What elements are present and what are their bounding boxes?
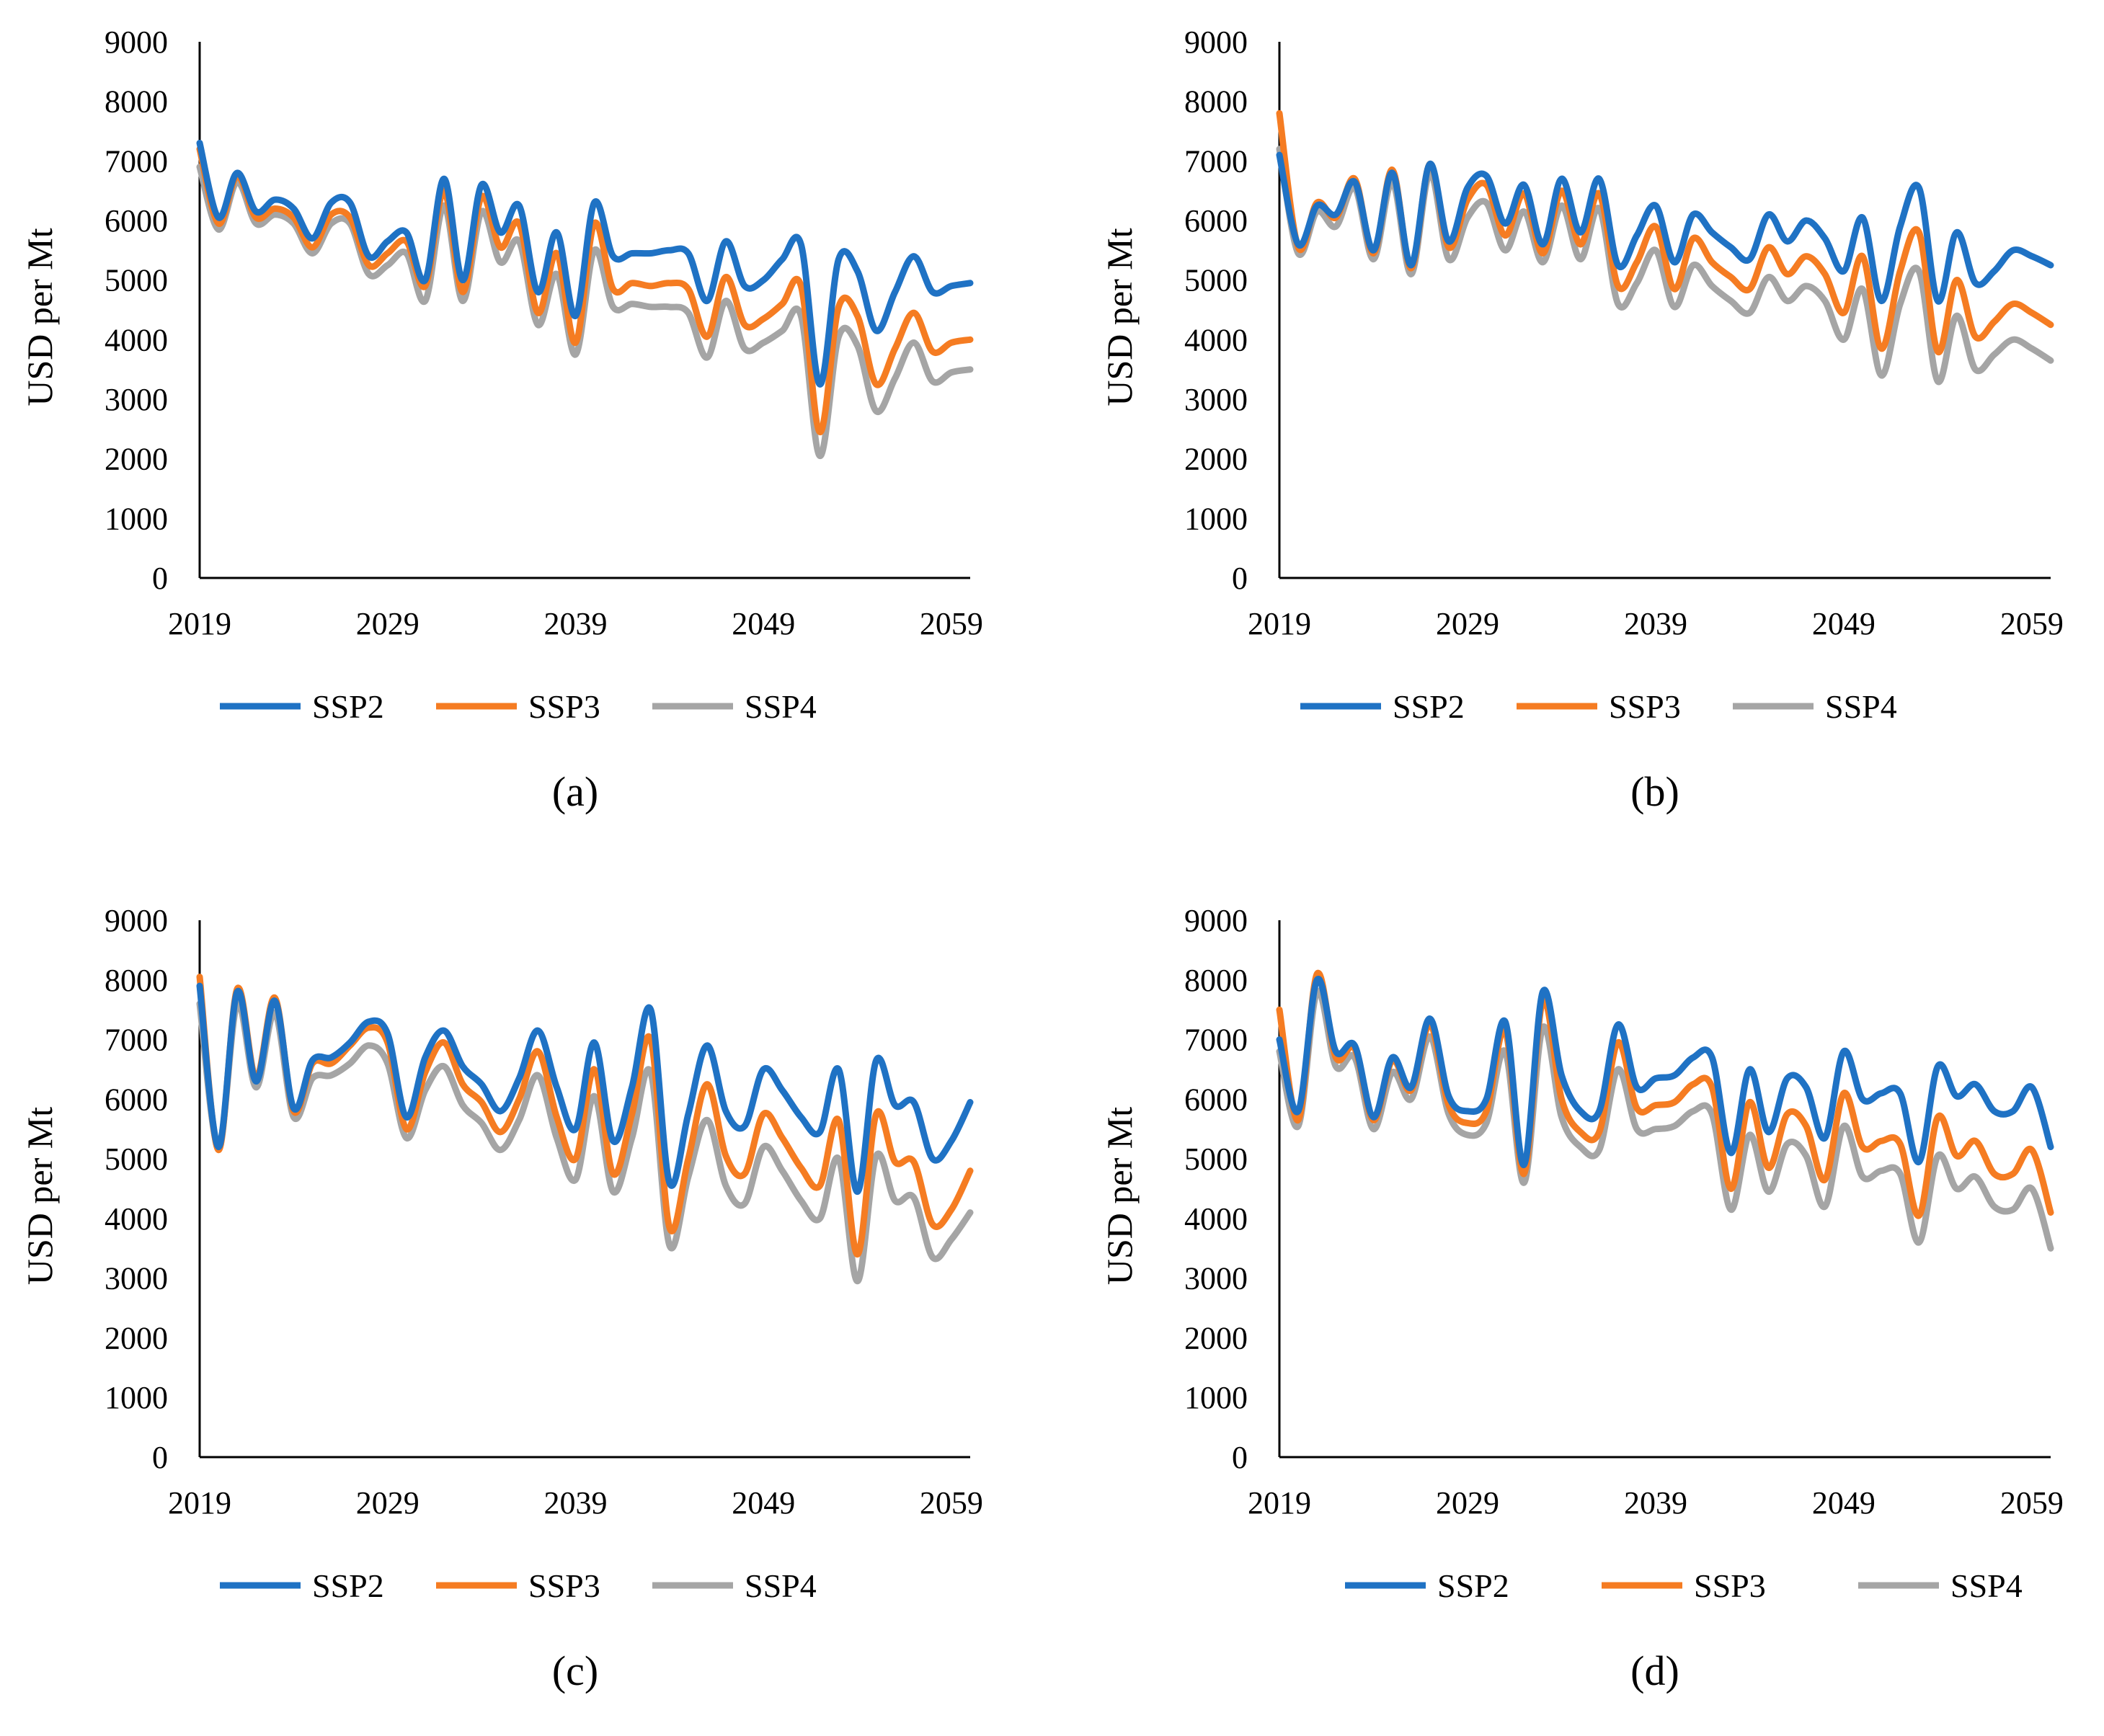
legend-label-ssp2: SSP2 <box>312 1567 384 1604</box>
y-tick-label: 4000 <box>105 322 168 357</box>
x-tick-label: 2039 <box>543 606 607 641</box>
x-tick-label: 2029 <box>1436 1485 1499 1521</box>
legend-label-ssp4: SSP4 <box>745 688 817 725</box>
y-tick-label: 4000 <box>1184 322 1248 357</box>
y-tick-label: 0 <box>1232 1440 1248 1475</box>
y-tick-label: 0 <box>152 1440 168 1475</box>
series-line-ssp2 <box>1276 151 2054 305</box>
x-tick-label: 2019 <box>1248 606 1311 641</box>
legend-label-ssp4: SSP4 <box>1825 688 1897 725</box>
y-tick-label: 1000 <box>105 1380 168 1415</box>
legend-label-ssp4: SSP4 <box>745 1567 817 1604</box>
y-tick-label: 6000 <box>105 203 168 239</box>
y-tick-label: 6000 <box>1184 203 1248 239</box>
y-tick-label: 9000 <box>1184 25 1248 60</box>
y-tick-label: 6000 <box>1184 1082 1248 1117</box>
legend-label-ssp4: SSP4 <box>1950 1567 2023 1604</box>
panel-label: (c) <box>552 1647 598 1694</box>
x-tick-label: 2049 <box>1812 1485 1876 1521</box>
y-tick-label: 7000 <box>1184 143 1248 179</box>
series-line-ssp4 <box>1276 987 2054 1252</box>
y-tick-label: 2000 <box>105 1320 168 1356</box>
y-tick-label: 5000 <box>1184 1141 1248 1177</box>
series-line-ssp2 <box>1276 976 2054 1168</box>
y-tick-label: 1000 <box>1184 501 1248 536</box>
y-axis-label: USD per Mt <box>1099 228 1140 406</box>
x-tick-label: 2019 <box>168 1485 231 1521</box>
x-tick-label: 2039 <box>543 1485 607 1521</box>
y-tick-label: 5000 <box>105 1141 168 1177</box>
legend-label-ssp2: SSP2 <box>312 688 384 725</box>
x-tick-label: 2029 <box>356 606 420 641</box>
x-tick-label: 2019 <box>168 606 231 641</box>
y-tick-label: 9000 <box>1184 903 1248 938</box>
y-tick-label: 2000 <box>1184 1320 1248 1356</box>
x-tick-label: 2049 <box>1812 606 1876 641</box>
x-tick-label: 2039 <box>1624 606 1687 641</box>
y-tick-label: 8000 <box>105 963 168 998</box>
series-line-ssp3 <box>196 974 974 1258</box>
y-tick-label: 4000 <box>105 1201 168 1237</box>
y-tick-label: 1000 <box>105 501 168 536</box>
y-axis-label: USD per Mt <box>19 228 60 406</box>
y-tick-label: 7000 <box>105 1023 168 1058</box>
x-tick-label: 2029 <box>1436 606 1499 641</box>
x-tick-label: 2059 <box>2000 606 2064 641</box>
series-line-ssp2 <box>196 982 974 1196</box>
y-tick-label: 3000 <box>1184 382 1248 417</box>
x-tick-label: 2019 <box>1248 1485 1311 1521</box>
y-tick-label: 8000 <box>1184 963 1248 998</box>
y-tick-label: 5000 <box>105 263 168 298</box>
series-line-ssp2 <box>196 140 974 388</box>
legend-label-ssp3: SSP3 <box>1694 1567 1766 1604</box>
y-tick-label: 6000 <box>105 1082 168 1117</box>
y-tick-label: 2000 <box>105 442 168 477</box>
y-tick-label: 5000 <box>1184 263 1248 298</box>
y-tick-label: 8000 <box>1184 84 1248 120</box>
legend-label-ssp3: SSP3 <box>528 1567 600 1604</box>
legend-label-ssp2: SSP2 <box>1393 688 1465 725</box>
legend-label-ssp2: SSP2 <box>1437 1567 1509 1604</box>
y-tick-label: 2000 <box>1184 442 1248 477</box>
panel-label: (a) <box>552 768 598 815</box>
y-tick-label: 7000 <box>1184 1023 1248 1058</box>
panel-label: (d) <box>1630 1647 1679 1694</box>
series-line-ssp3 <box>196 146 974 436</box>
legend-label-ssp3: SSP3 <box>528 688 600 725</box>
y-tick-label: 7000 <box>105 143 168 179</box>
y-tick-label: 1000 <box>1184 1380 1248 1415</box>
x-tick-label: 2049 <box>732 606 795 641</box>
y-tick-label: 3000 <box>105 382 168 417</box>
y-axis-label: USD per Mt <box>19 1107 60 1285</box>
legend-label-ssp3: SSP3 <box>1609 688 1681 725</box>
y-tick-label: 3000 <box>105 1261 168 1296</box>
y-tick-label: 0 <box>152 561 168 596</box>
x-tick-label: 2059 <box>2000 1485 2064 1521</box>
x-tick-label: 2059 <box>920 606 983 641</box>
y-tick-label: 3000 <box>1184 1261 1248 1296</box>
x-tick-label: 2039 <box>1624 1485 1687 1521</box>
y-tick-label: 8000 <box>105 84 168 120</box>
y-tick-label: 9000 <box>105 25 168 60</box>
x-tick-label: 2029 <box>356 1485 420 1521</box>
y-axis-label: USD per Mt <box>1099 1107 1140 1285</box>
y-tick-label: 4000 <box>1184 1201 1248 1237</box>
x-tick-label: 2059 <box>920 1485 983 1521</box>
y-tick-label: 0 <box>1232 561 1248 596</box>
panel-label: (b) <box>1630 768 1679 815</box>
x-tick-label: 2049 <box>732 1485 795 1521</box>
y-tick-label: 9000 <box>105 903 168 938</box>
